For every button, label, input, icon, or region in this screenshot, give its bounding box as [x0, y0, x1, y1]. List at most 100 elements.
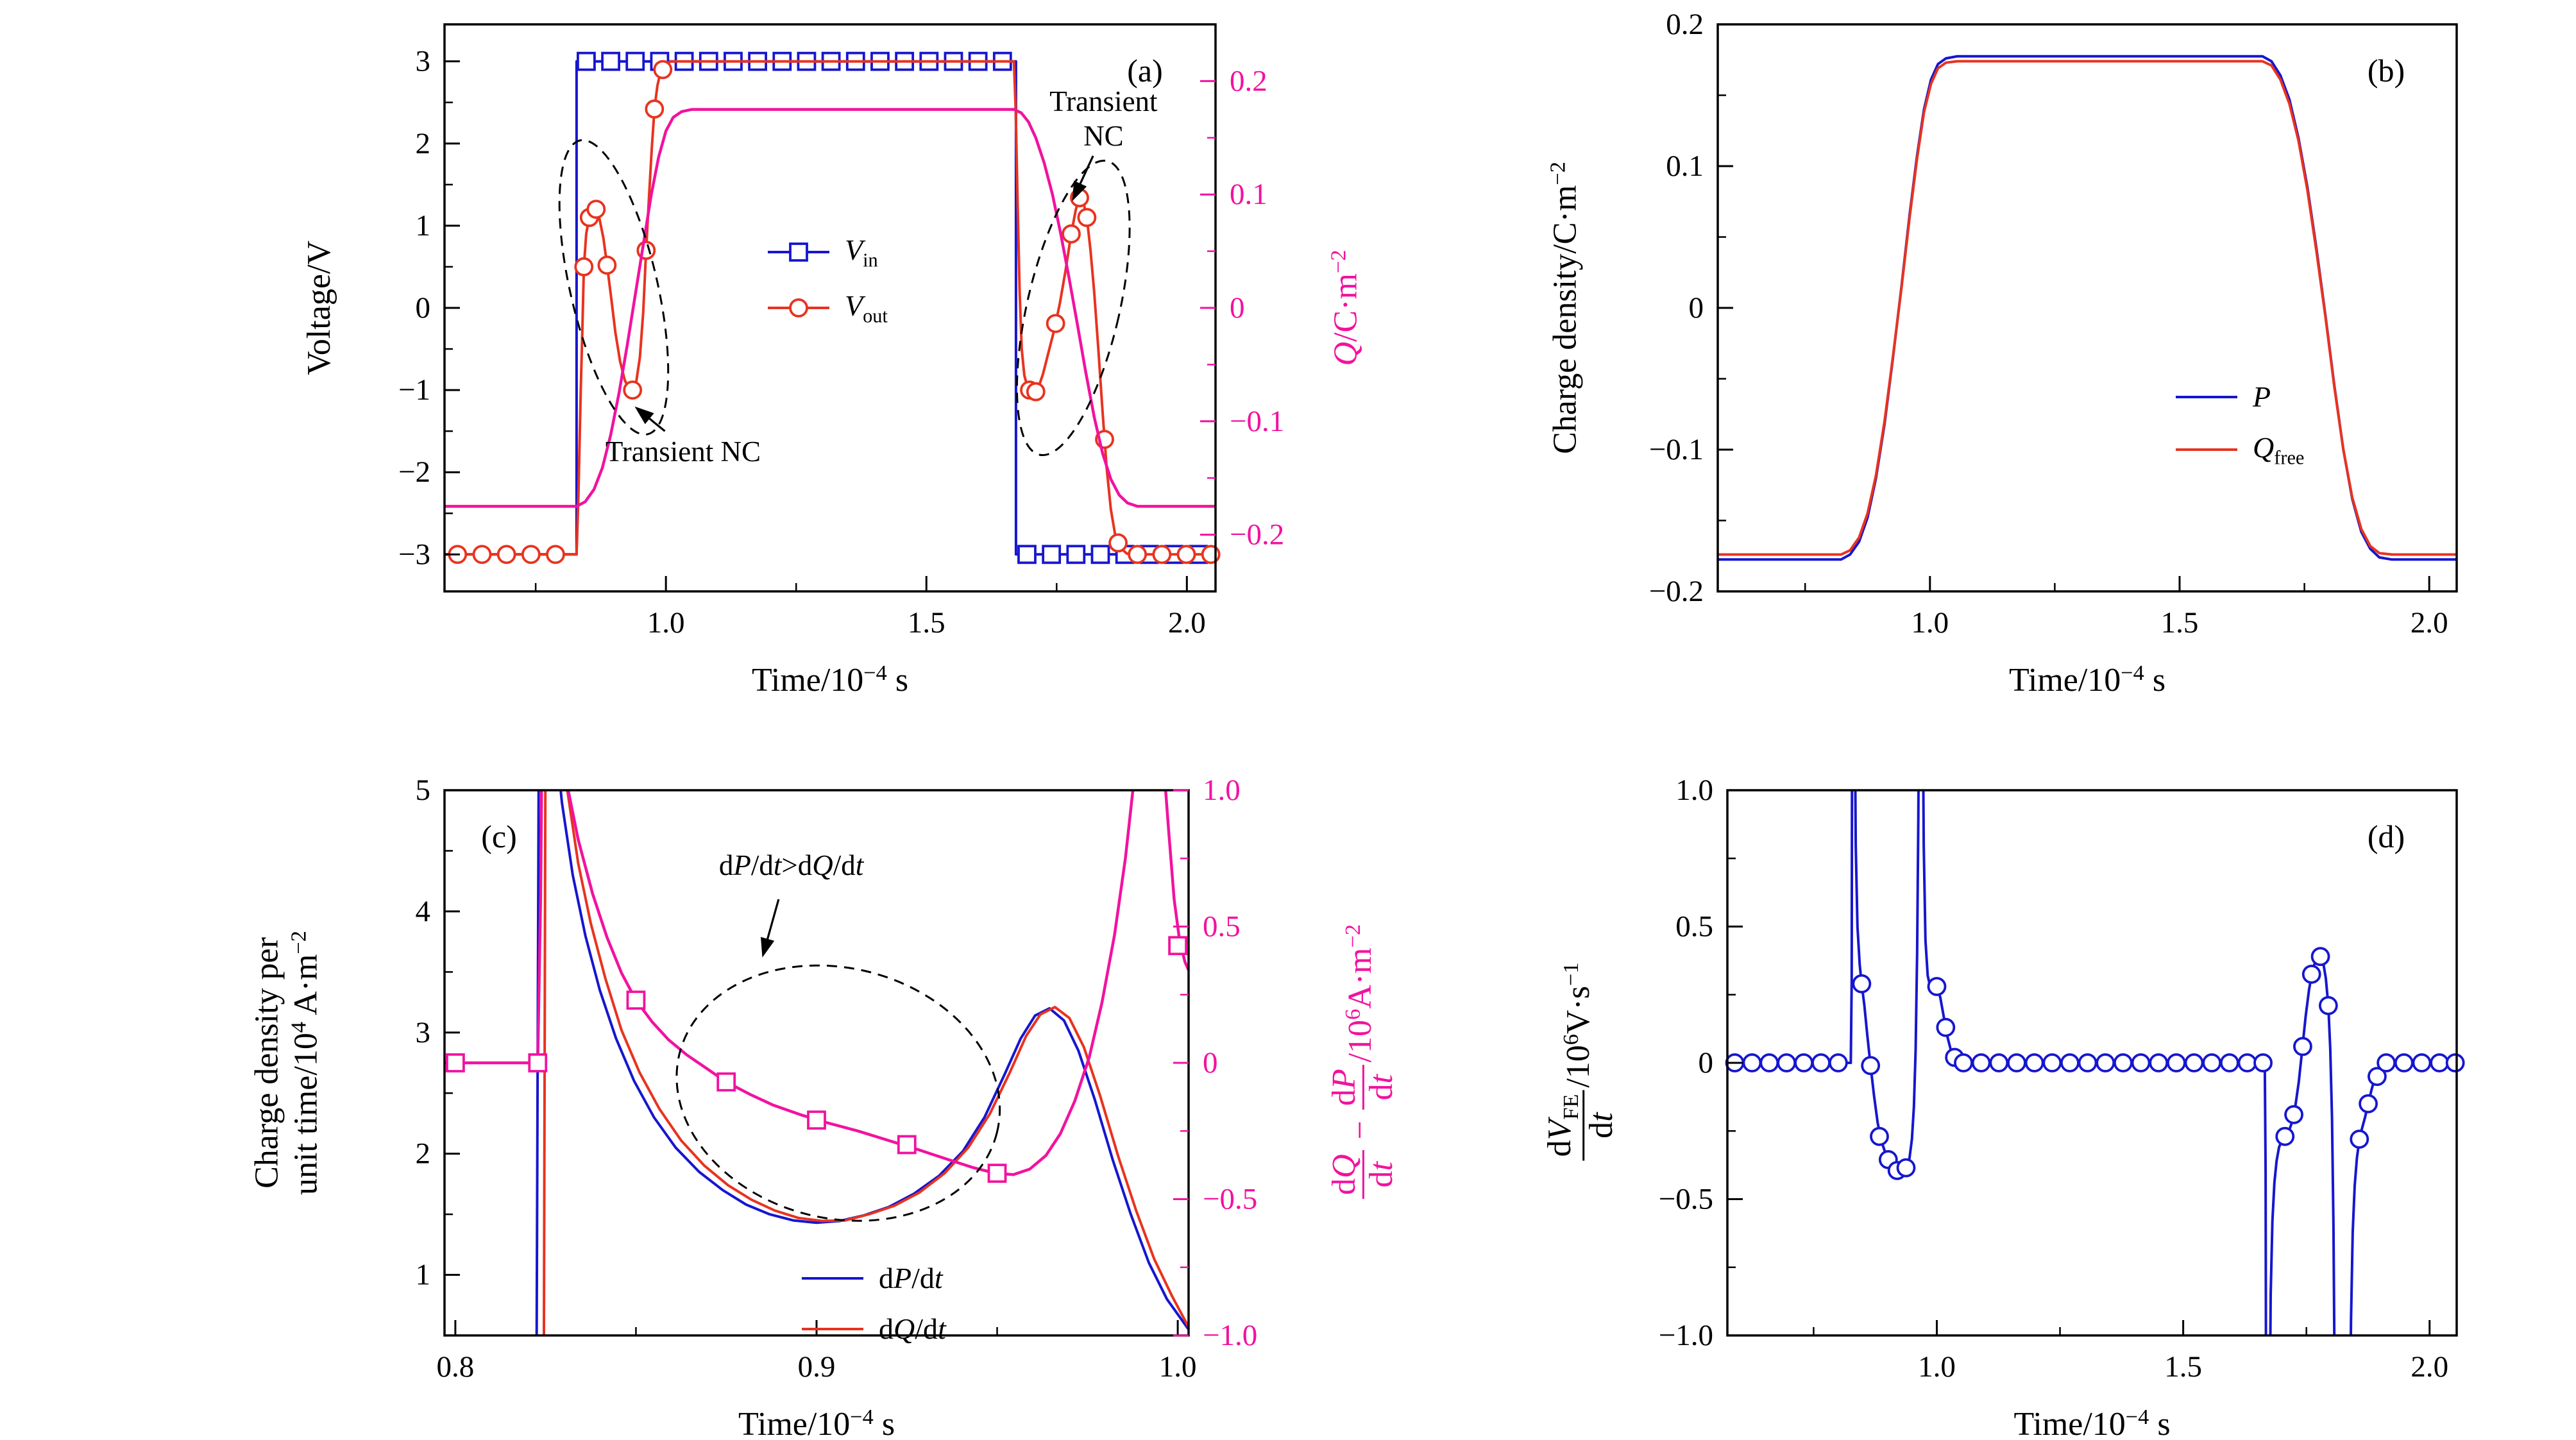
marker-circle: [2253, 1053, 2273, 1072]
marker-circle: [1896, 1158, 1916, 1178]
marker-square: [625, 51, 645, 71]
marker-circle: [1108, 533, 1128, 553]
y2-tick-label: 1.0: [1203, 774, 1241, 807]
legend-label: dQ/dt: [879, 1312, 946, 1345]
marker-circle: [2377, 1053, 2396, 1072]
y2-tick-label: 0.5: [1203, 910, 1241, 944]
marker-circle: [2007, 1053, 2026, 1072]
legend-swatch: [768, 242, 829, 262]
marker-circle: [1861, 1056, 1881, 1076]
y2-tick-label: 0: [1230, 291, 1245, 325]
x-tick-label: 1.0: [647, 606, 685, 640]
y-tick-label: −3: [398, 538, 430, 571]
marker-circle: [2202, 1053, 2222, 1072]
marker-circle: [1759, 1053, 1779, 1072]
plot-frame: [1716, 23, 2458, 593]
marker-circle: [597, 255, 617, 275]
annotation-arrowhead: [634, 406, 654, 425]
y-tick-label: 0.2: [1666, 8, 1704, 41]
x-tick-label: 0.8: [437, 1350, 475, 1384]
legend-label: dP/dt: [879, 1262, 943, 1294]
marker-square: [807, 1110, 826, 1130]
marker-square: [1090, 545, 1110, 564]
y-tick-label: 0.1: [1666, 149, 1704, 183]
y2-axis-title-c: dQ dt − dP dt/106A·m−2: [1326, 924, 1400, 1201]
x-axis-title-b: Time/10−4 s: [2008, 661, 2166, 699]
marker-circle: [586, 199, 606, 219]
y2-axis-title-a: Q/C·m−2: [1326, 250, 1364, 366]
legend-swatch: [2176, 448, 2237, 452]
legend-swatch: [768, 298, 829, 318]
legend-entry: Qfree: [2174, 430, 2304, 470]
marker-circle: [2350, 1130, 2369, 1149]
marker-circle: [496, 545, 516, 564]
annotation-text: dP/dt>dQ/dt: [718, 849, 864, 882]
annotation-arrowhead: [1072, 180, 1087, 201]
y-tick-label: 4: [416, 895, 431, 928]
y2-tick-label: 0.1: [1230, 178, 1267, 211]
marker-square: [1042, 545, 1062, 564]
y-axis-title-c: Charge density per unit time/104 A·m−2: [248, 931, 325, 1195]
legend-label: Vout: [845, 289, 888, 327]
y2-tick-label: 0.2: [1230, 64, 1267, 97]
legend-swatch: [802, 1327, 863, 1330]
legend-c: dP/dt dQ/dt: [801, 1261, 946, 1346]
marker-square: [716, 1072, 736, 1092]
marker-square: [445, 1053, 465, 1072]
marker-square: [601, 51, 620, 71]
y2-tick-label: −1.0: [1203, 1319, 1257, 1352]
marker-circle: [1062, 224, 1081, 244]
marker-circle: [2184, 1053, 2204, 1072]
y-tick-label: 0: [1699, 1046, 1714, 1080]
legend-entry: Vin: [767, 233, 888, 272]
y-tick-label: −2: [398, 455, 430, 489]
marker-circle: [653, 60, 673, 80]
marker-circle: [546, 545, 565, 564]
marker-square: [1066, 545, 1086, 564]
panel-d: 1.0 1.5 2.0 −1.0 −0.5 0 0.5 1.0: [1659, 774, 2465, 1384]
x-tick-label: 1.0: [1918, 1350, 1956, 1384]
x-tick-label: 1.5: [2164, 1350, 2202, 1384]
marker-circle: [1777, 1053, 1797, 1072]
y-tick-label: 5: [416, 774, 431, 807]
marker-circle: [1852, 974, 1872, 994]
y-axis-title-a: Voltage/V: [301, 241, 338, 375]
marker-circle: [2113, 1053, 2133, 1072]
y-tick-label: 2: [416, 127, 431, 160]
y2-tick-label: −0.2: [1230, 518, 1284, 552]
marker-square: [1168, 936, 1188, 956]
y-axis-title-b: Charge density/C·m−2: [1545, 162, 1584, 454]
marker-square: [626, 990, 646, 1010]
marker-circle: [1954, 1053, 1973, 1072]
y-tick-label: 0.5: [1675, 910, 1713, 944]
panel-label-d: (d): [2367, 818, 2405, 854]
x-tick-label: 1.0: [1911, 606, 1949, 640]
y-tick-label: 3: [416, 1016, 431, 1049]
marker-circle: [1026, 382, 1046, 402]
y-tick-label: −0.1: [1649, 433, 1704, 466]
marker-circle: [1046, 314, 1065, 334]
marker-circle: [2060, 1053, 2080, 1072]
y-tick-label: 3: [416, 45, 431, 78]
marker-circle: [1128, 545, 1148, 564]
panel-c: 0.8 0.9 1.0 1 2 3 4 5 −1.0 −0.5 0 0.5 1.0: [416, 774, 1258, 1384]
marker-circle: [2096, 1053, 2115, 1072]
marker-square: [577, 51, 596, 71]
marker-circle: [2430, 1053, 2450, 1072]
annotation-ellipse: [675, 964, 1001, 1222]
panel-a: 1.0 1.5 2.0 −3 −2 −1 0 1 2 3 −0.2 −0.1 0 0.1 0.2: [398, 23, 1284, 640]
y-tick-label: 0: [416, 291, 431, 325]
x-tick-label: 2.0: [1168, 606, 1206, 640]
y2-tick-label: −0.1: [1230, 405, 1284, 438]
marker-circle: [472, 545, 492, 564]
y-tick-label: −1.0: [1659, 1319, 1713, 1352]
panel-b: 1.0 1.5 2.0 −0.2 −0.1 0 0.1 0.2: [1649, 8, 2458, 640]
marker-circle: [2412, 1053, 2432, 1072]
legend-a: Vin Vout: [767, 233, 888, 327]
annotation-arrow: [764, 899, 780, 947]
annotation-ellipse: [1015, 159, 1131, 457]
annotation-text: Transient NC: [605, 436, 761, 468]
series-dVFEdt: [1727, 790, 2457, 1335]
